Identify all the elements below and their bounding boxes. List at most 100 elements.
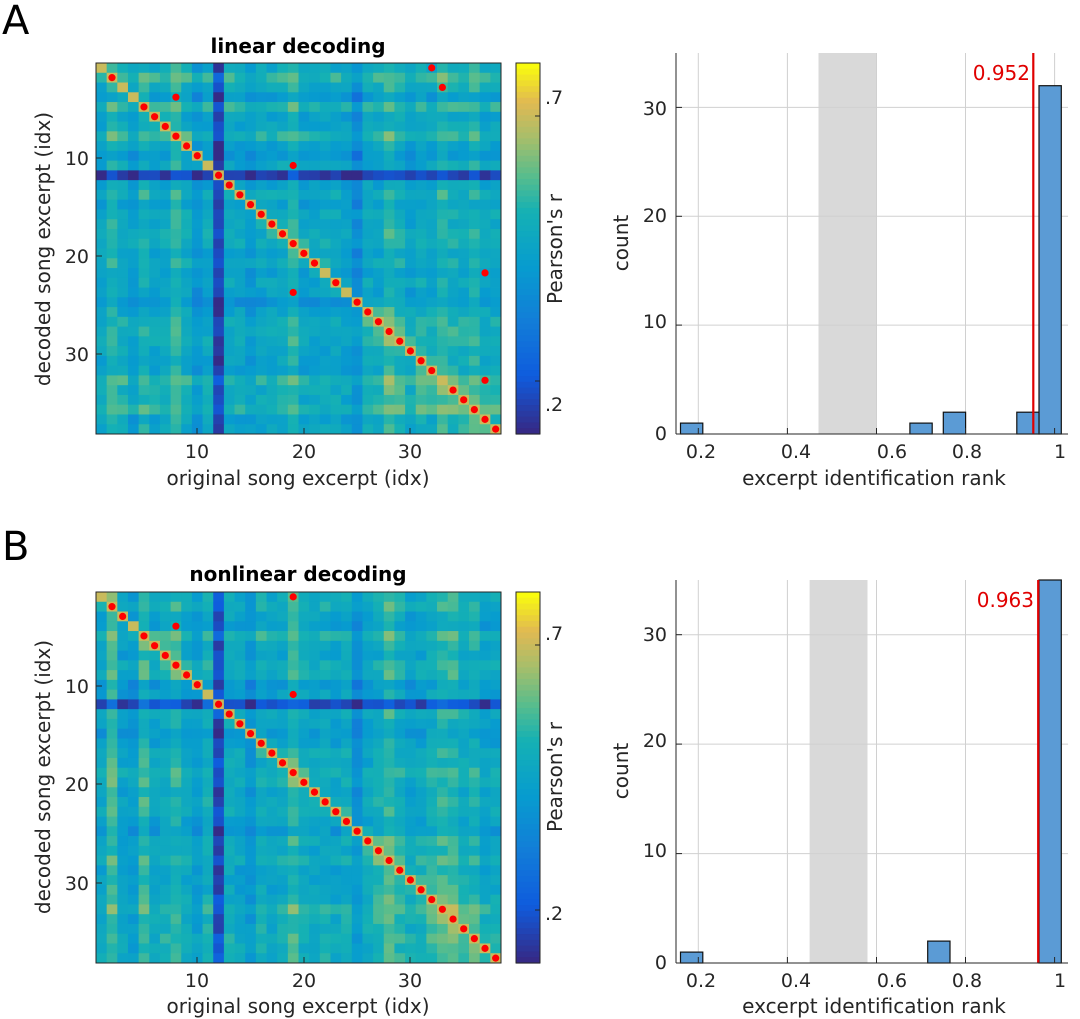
heatmap-cell [202,150,214,162]
heatmap-cell [383,297,395,308]
heatmap-cell [394,826,406,837]
heatmap-cell [447,63,459,74]
heatmap-cell [245,307,257,318]
heatmap-cell [255,316,267,327]
heatmap-cell [330,375,342,386]
heatmap-cell [330,228,342,240]
heatmap-cell [319,689,331,700]
heatmap-cell [437,238,449,249]
heatmap-cell [469,92,481,103]
heatmap-cell [362,121,374,132]
heatmap-cell [341,160,353,171]
histogram-b-xtick-label: 0.8 [952,970,982,992]
heatmap-cell [96,640,108,651]
heatmap-cell [255,816,267,827]
heatmap-cell [223,640,235,651]
heatmap-cell [96,268,108,279]
heatmap-cell [341,621,353,632]
heatmap-cell [223,228,235,240]
heatmap-cell [351,601,363,612]
heatmap-cell [447,228,459,240]
heatmap-cell [181,923,193,935]
heatmap-cell [330,131,342,142]
heatmap-cell [490,414,502,425]
heatmap-cell [405,92,417,103]
heatmap-cell [394,102,406,113]
heatmap-cell [96,845,108,856]
heatmap-cell [415,131,427,142]
heatmap-cell [266,689,278,700]
colorbar-segment [516,271,540,279]
heatmap-cell [351,111,363,122]
heatmap-cell [426,953,438,964]
heatmap-cell [405,933,417,944]
heatmap-cell [330,914,342,925]
heatmap-cell [362,777,374,788]
heatmap-cell [213,316,225,327]
heatmap-cell [127,787,140,798]
heatmap-cell [181,307,193,318]
heatmap-cell [298,258,310,269]
colorbar-segment [516,86,540,93]
heatmap-cell [298,170,310,181]
heatmap-cell [245,238,257,249]
heatmap-cell [127,923,140,935]
heatmap-cell [490,160,502,171]
heatmap-cell [362,102,374,113]
heatmap-cell [245,757,257,769]
heatmap-cell [298,385,310,396]
heatmap-cell [447,375,459,386]
heatmap-cell [330,180,342,191]
heatmap-cell [447,248,459,259]
heatmap-cell [159,611,172,622]
heatmap-cell [479,238,491,249]
heatmap-cell [351,365,363,376]
heatmap-cell [127,875,140,886]
heatmap-cell [437,141,449,152]
heatmap-cell [405,424,417,435]
heatmap-cell [383,943,395,954]
heatmap-cell [138,307,150,318]
heatmap-cell [341,718,353,730]
heatmap-cell [405,884,417,896]
heatmap-cell [298,150,310,162]
colorbar-segment [516,841,540,848]
heatmap-cell [405,385,417,396]
heatmap-cell [383,199,395,210]
heatmap-a-ytick-label: 20 [65,246,89,268]
heatmap-cell [191,904,203,915]
heatmap-cell [106,904,118,915]
heatmap-cell [383,258,395,269]
heatmap-cell [223,307,235,318]
heatmap-cell [479,160,491,171]
heatmap-cell [159,592,172,603]
heatmap-cell [479,748,491,759]
heatmap-cell [351,904,363,915]
heatmap-cell [149,836,161,847]
heatmap-cell [405,404,417,415]
heatmap-cell [341,248,353,259]
heatmap-cell [405,316,417,327]
heatmap-cell [213,336,225,347]
heatmap-cell [234,631,246,642]
heatmap-cell [127,738,140,749]
heatmap-cell [202,767,214,778]
heatmap-cell [117,268,129,279]
heatmap-cell [437,326,449,337]
heatmap-cell [394,92,406,103]
heatmap-cell [96,738,108,749]
heatmap-cell [298,650,310,661]
colorbar-segment [516,905,540,912]
heatmap-cell [341,953,353,964]
heatmap-cell [330,865,342,876]
heatmap-cell [490,679,502,691]
heatmap-cell [149,875,161,886]
heatmap-cell [223,914,235,925]
heatmap-cell [426,404,438,415]
heatmap-cell [106,131,118,142]
heatmap-cell [479,258,491,269]
heatmap-cell [309,180,321,191]
heatmap-cell [266,865,278,876]
heatmap-cell [490,219,502,230]
heatmap-cell [96,307,108,318]
